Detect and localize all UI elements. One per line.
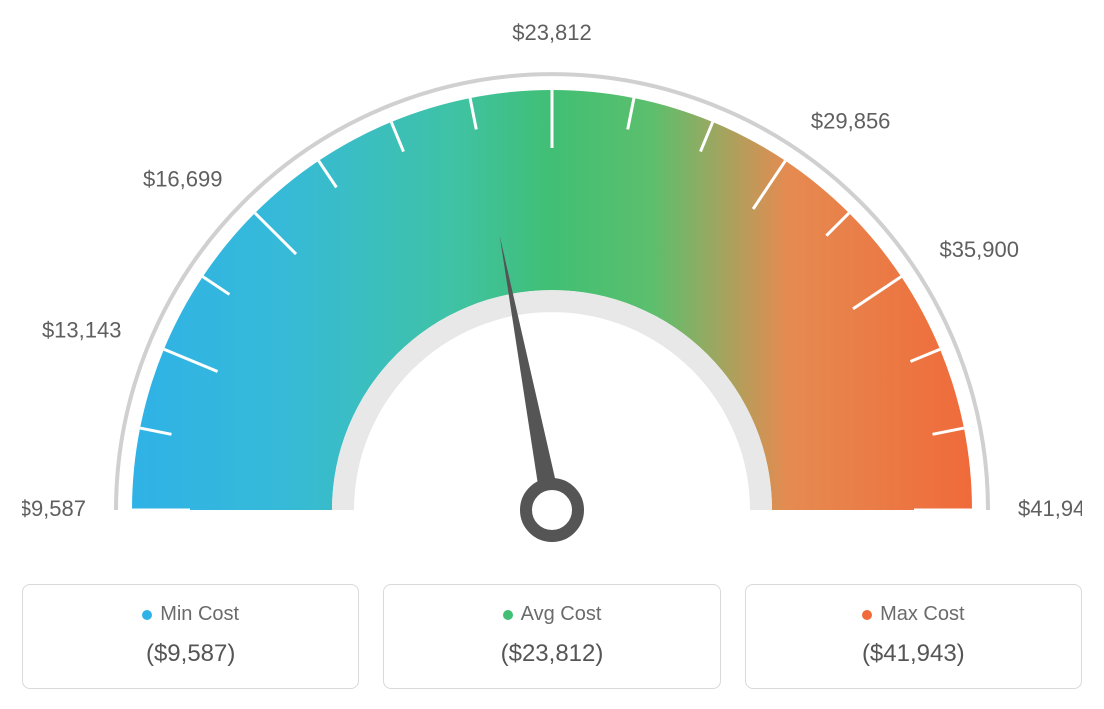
svg-text:$16,699: $16,699 — [143, 166, 223, 191]
svg-text:$13,143: $13,143 — [42, 318, 122, 343]
max-cost-value: ($41,943) — [746, 640, 1081, 668]
max-cost-label: Max Cost — [880, 603, 964, 626]
min-cost-card: Min Cost ($9,587) — [22, 584, 359, 689]
min-cost-title: Min Cost — [23, 603, 358, 626]
max-cost-title: Max Cost — [746, 603, 1081, 626]
avg-cost-title: Avg Cost — [384, 603, 719, 626]
avg-cost-card: Avg Cost ($23,812) — [383, 584, 720, 689]
svg-text:$29,856: $29,856 — [811, 109, 891, 134]
max-dot-icon — [862, 610, 872, 620]
avg-cost-value: ($23,812) — [384, 640, 719, 668]
svg-text:$41,943: $41,943 — [1018, 496, 1082, 521]
gauge-chart: $9,587 $13,143 $16,699 $23,812 $29,856 $35,90… — [22, 20, 1082, 560]
min-cost-label: Min Cost — [160, 603, 239, 626]
legend-cards: Min Cost ($9,587) Avg Cost ($23,812) Max… — [22, 584, 1082, 689]
svg-text:$23,812: $23,812 — [512, 20, 592, 45]
avg-cost-label: Avg Cost — [521, 603, 602, 626]
min-cost-value: ($9,587) — [23, 640, 358, 668]
max-cost-card: Max Cost ($41,943) — [745, 584, 1082, 689]
min-dot-icon — [142, 610, 152, 620]
avg-dot-icon — [503, 610, 513, 620]
svg-text:$9,587: $9,587 — [22, 496, 86, 521]
svg-text:$35,900: $35,900 — [939, 237, 1019, 262]
